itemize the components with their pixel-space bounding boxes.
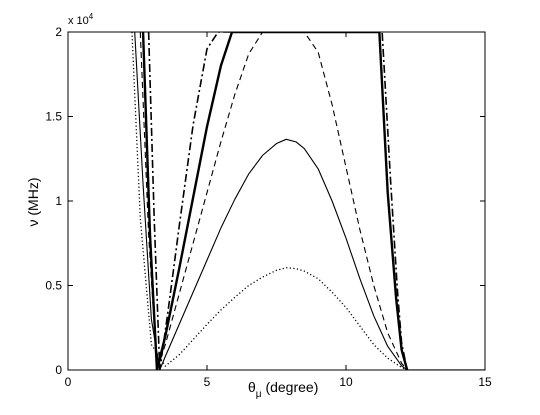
series-line-solid-thick: [141, 32, 409, 370]
y-tick-label: 2: [55, 25, 62, 39]
x-tick-label: 15: [478, 375, 492, 389]
y-tick-label: 0: [55, 363, 62, 377]
y-multiplier: x 104: [68, 12, 94, 27]
x-tick-label: 10: [339, 375, 353, 389]
y-tick-label: 0.5: [45, 279, 62, 293]
x-tick-label: 0: [65, 375, 72, 389]
y-axis-label: ν (MHz): [25, 178, 41, 227]
series-line-dotted: [131, 32, 408, 370]
series-line-dashed: [139, 32, 408, 370]
series-line-dashdot: [147, 32, 408, 370]
y-tick-label: 1: [55, 194, 62, 208]
x-tick-label: 5: [204, 375, 211, 389]
y-tick-label: 1.5: [45, 110, 62, 124]
plot-frame: [67, 31, 486, 371]
x-tick-labels: 0 5 10 15: [65, 375, 492, 389]
y-tick-labels: 0 0.5 1 1.5 2: [45, 25, 62, 377]
curves: [131, 32, 485, 370]
series-line-solid-thin: [134, 32, 408, 370]
x-axis-label: θμ (degree): [248, 379, 318, 400]
